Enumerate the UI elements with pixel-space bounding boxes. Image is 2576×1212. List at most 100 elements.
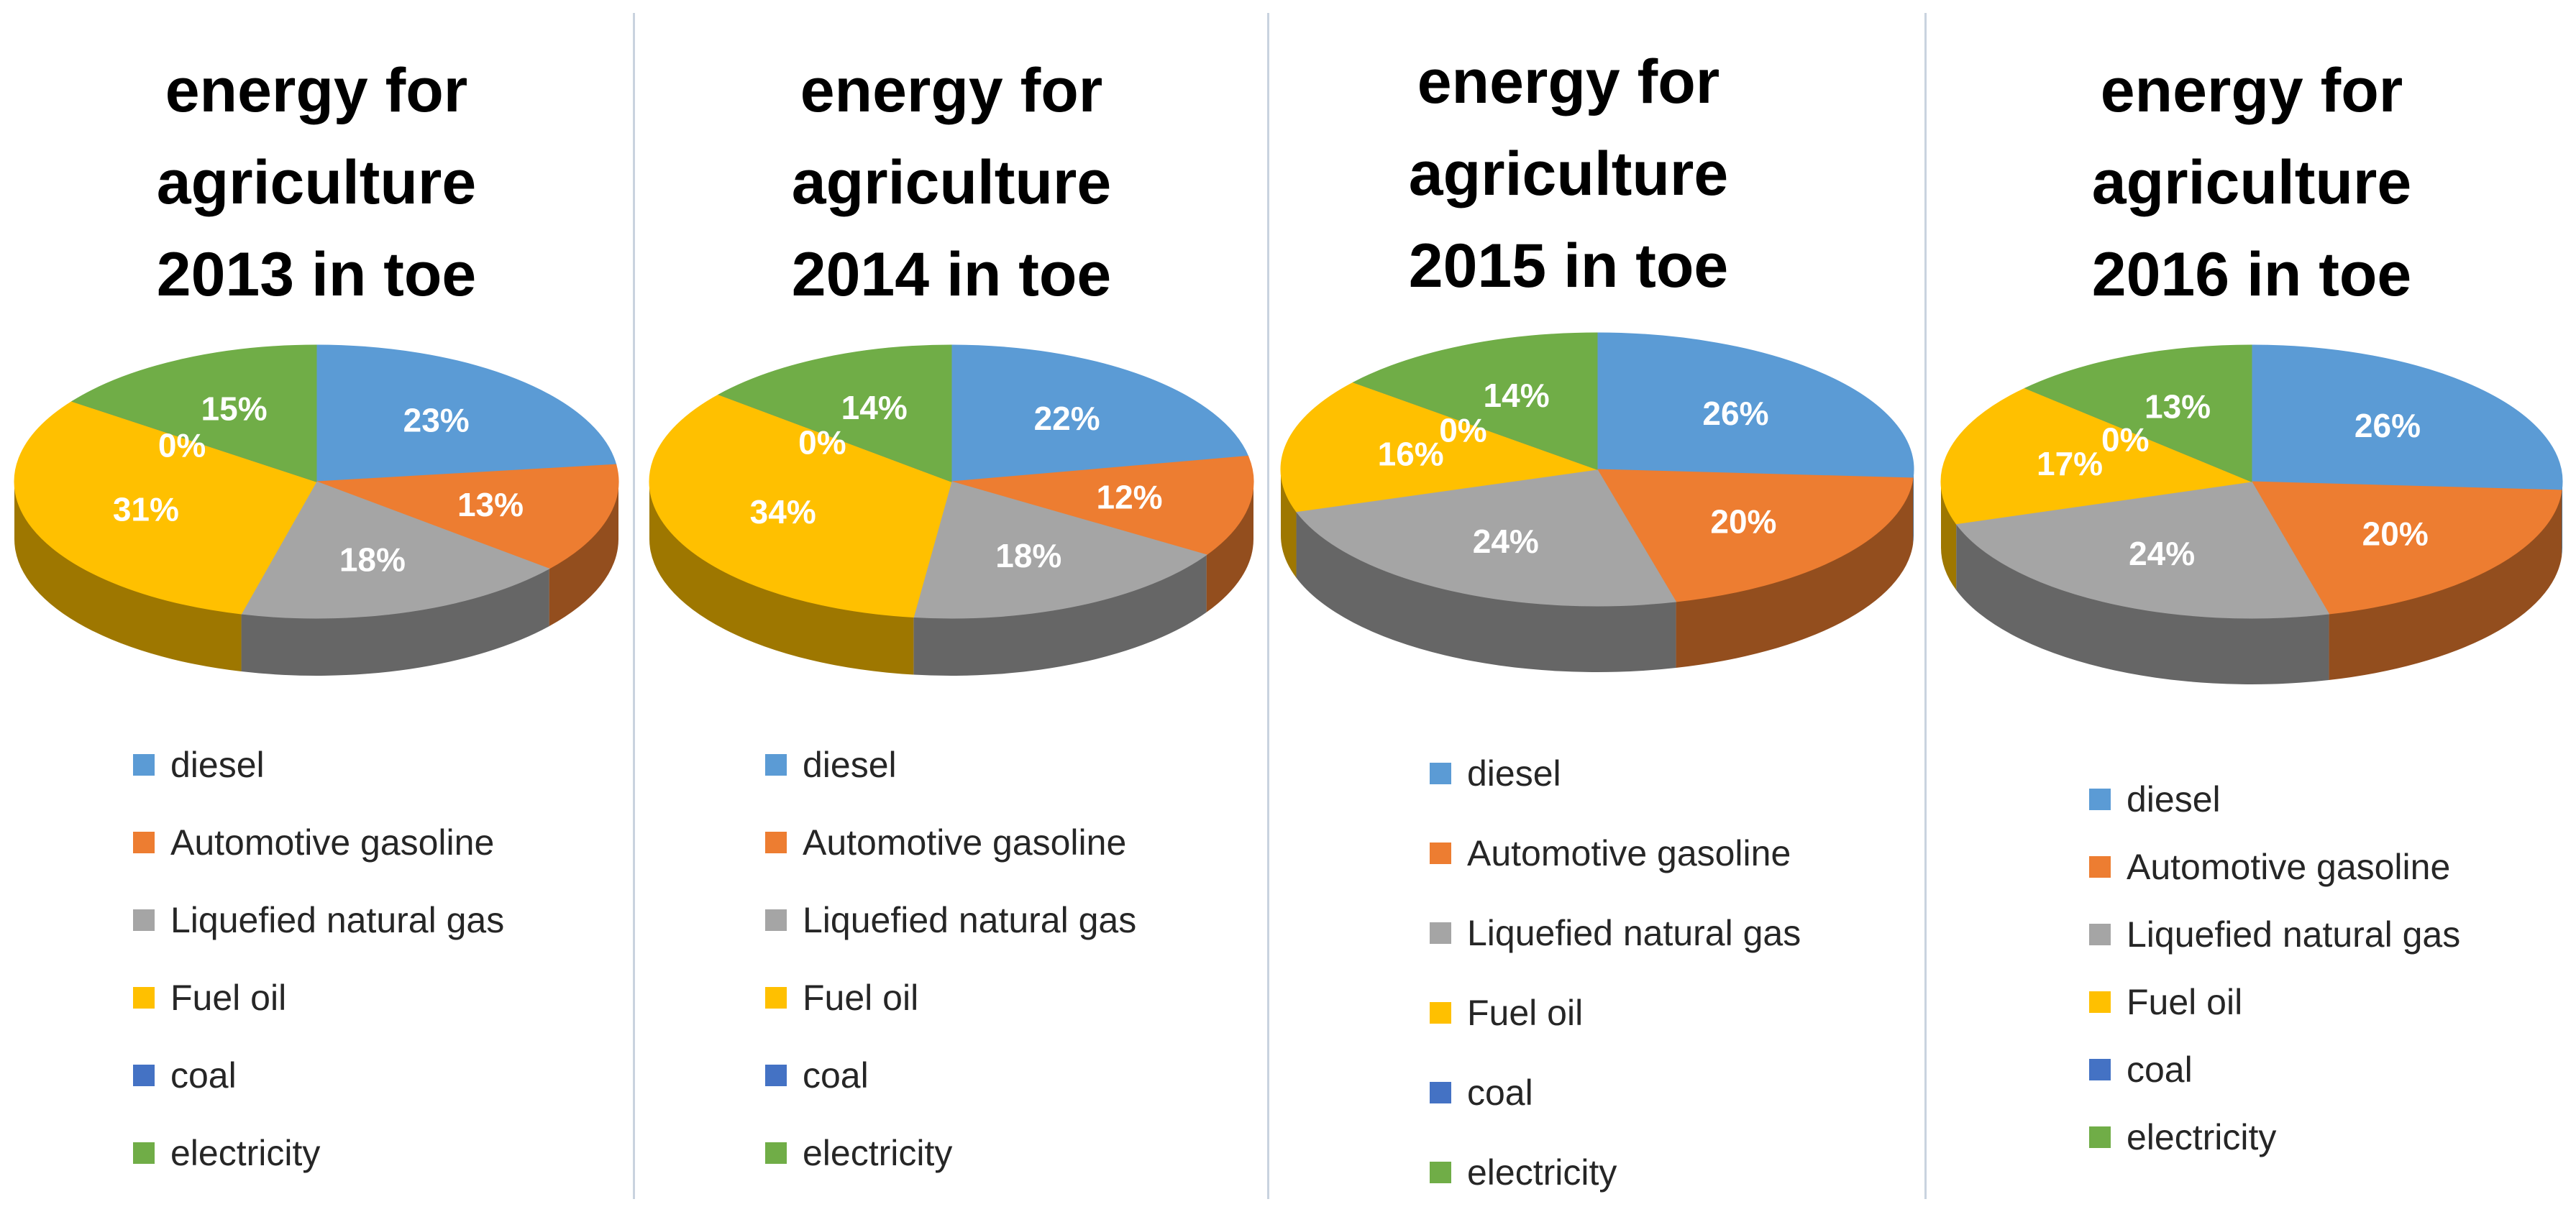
pie-data-labels: 23% 13% 18% 31% 0%15% <box>113 390 524 578</box>
pie-slice-fuel-oil <box>14 400 317 615</box>
legend-item-liquefied-natural-gas: Liquefied natural gas <box>765 881 1136 959</box>
pie-side-automotive-gasoline <box>1676 477 1914 669</box>
legend-swatch <box>1430 1161 1451 1183</box>
chart-title-line: agriculture <box>2091 148 2412 217</box>
chart-title: energy for agriculture 2016 in toe <box>1927 45 2576 321</box>
legend-item-automotive-gasoline: Automotive gasoline <box>2089 833 2460 901</box>
legend-item-automotive-gasoline: Automotive gasoline <box>133 804 504 881</box>
legend-label: coal <box>2127 1050 2193 1090</box>
legend-item-electricity: electricity <box>765 1114 1136 1192</box>
pie-side-automotive-gasoline <box>1206 482 1253 612</box>
pie-slice-automotive-gasoline <box>1597 469 1914 602</box>
chart-title-line: energy for <box>2100 56 2403 125</box>
data-label-diesel: 26% <box>1702 395 1768 432</box>
chart-title-line: agriculture <box>1408 139 1729 208</box>
data-label-fuel-oil: 16% <box>1378 436 1444 473</box>
pie-slice-fuel-oil <box>649 394 952 618</box>
legend-item-electricity: electricity <box>2089 1103 2460 1171</box>
legend-item-diesel: diesel <box>133 726 504 804</box>
chart-title-line: 2013 in toe <box>156 240 477 309</box>
pie-chart-2016: 26% 20% 24% 17%0%13% <box>1940 344 2563 684</box>
legend-item-liquefied-natural-gas: Liquefied natural gas <box>2089 901 2460 968</box>
pie-side-diesel <box>1913 469 1914 544</box>
legend-item-fuel-oil: Fuel oil <box>765 959 1136 1037</box>
legend-label: diesel <box>2127 779 2221 820</box>
pie-slice-electricity <box>2024 344 2252 482</box>
pie-slices <box>649 344 1254 619</box>
data-label-electricity: 14% <box>1484 377 1550 414</box>
legend-swatch <box>1430 1001 1451 1024</box>
data-label-liquefied-natural-gas: 18% <box>339 541 406 578</box>
pie-slice-fuel-oil <box>1940 387 2253 525</box>
legend-label: Fuel oil <box>803 978 919 1018</box>
legend-swatch <box>133 832 155 853</box>
chart-title-line: 2014 in toe <box>791 240 1112 309</box>
legend-swatch <box>133 987 155 1009</box>
pie-slice-diesel <box>951 344 1249 482</box>
pie-side-fuel-oil <box>649 482 914 675</box>
legend-label: Automotive gasoline <box>1467 832 1791 873</box>
pie-side-fuel-oil <box>14 482 242 672</box>
data-label-automotive-gasoline: 20% <box>2362 515 2429 553</box>
legend: diesel Automotive gasoline Liquefied natur… <box>133 726 504 1192</box>
legend-label: Liquefied natural gas <box>170 900 505 940</box>
pie-slice-liquefied-natural-gas <box>240 481 550 619</box>
legend-item-liquefied-natural-gas: Liquefied natural gas <box>1430 893 1801 973</box>
legend-item-diesel: diesel <box>1430 733 1801 813</box>
chart-title-line: 2015 in toe <box>1408 231 1729 300</box>
pie-slice-automotive-gasoline <box>951 455 1254 556</box>
data-label-liquefied-natural-gas: 24% <box>1473 523 1539 560</box>
chart-title-line: agriculture <box>791 148 1112 217</box>
legend-label: electricity <box>1467 1152 1617 1193</box>
chart-title-line: energy for <box>800 56 1103 125</box>
legend-swatch <box>1430 1081 1451 1103</box>
legend-swatch <box>1430 762 1451 784</box>
data-label-diesel: 26% <box>2355 407 2421 444</box>
legend-item-diesel: diesel <box>765 726 1136 804</box>
legend-swatch <box>1430 842 1451 864</box>
legend-label: Automotive gasoline <box>2127 847 2451 887</box>
data-label-coal: 0% <box>798 424 846 462</box>
chart-panel-2013: energy for agriculture 2013 in toe 23% 13… <box>0 0 633 1208</box>
legend-item-coal: coal <box>765 1037 1136 1114</box>
legend-item-fuel-oil: Fuel oil <box>2089 968 2460 1036</box>
legend-swatch <box>765 754 787 776</box>
legend-label: coal <box>170 1055 237 1096</box>
pie-side-liquefied-natural-gas <box>241 569 549 676</box>
legend-label: electricity <box>2127 1117 2277 1157</box>
pie-slice-fuel-oil <box>1280 382 1598 513</box>
data-label-liquefied-natural-gas: 18% <box>995 537 1061 574</box>
legend-label: electricity <box>803 1133 953 1173</box>
legend-swatch <box>2089 924 2111 945</box>
data-label-electricity: 14% <box>841 389 908 426</box>
legend-item-coal: coal <box>1430 1052 1801 1132</box>
legend-swatch <box>133 754 155 776</box>
pie-slice-diesel <box>1597 332 1914 479</box>
legend-item-fuel-oil: Fuel oil <box>133 959 504 1037</box>
legend-item-electricity: electricity <box>1430 1132 1801 1212</box>
pie-slice-liquefied-natural-gas <box>1295 469 1677 607</box>
legend-swatch <box>133 1065 155 1086</box>
legend-swatch <box>765 832 787 853</box>
chart-title: energy for agriculture 2013 in toe <box>0 45 633 321</box>
pie-slice-electricity <box>1352 332 1598 470</box>
legend-swatch <box>2089 856 2111 878</box>
pie-side-automotive-gasoline <box>549 482 618 627</box>
legend-swatch <box>765 1142 787 1164</box>
legend-label: coal <box>1467 1072 1533 1113</box>
panel-divider <box>633 13 635 1199</box>
legend-label: Liquefied natural gas <box>803 900 1137 940</box>
legend-swatch <box>2089 789 2111 810</box>
data-label-coal: 0% <box>1439 412 1486 449</box>
pie-chart-2015: 26% 20% 24% 16%0%14% <box>1280 332 1914 672</box>
pie-chart-2013: 23% 13% 18% 31% 0%15% <box>14 344 619 676</box>
pie-slice-automotive-gasoline <box>2251 481 2562 615</box>
legend: diesel Automotive gasoline Liquefied natur… <box>2089 766 2460 1171</box>
data-label-fuel-oil: 31% <box>113 491 179 528</box>
legend-swatch <box>133 1142 155 1164</box>
legend-swatch <box>1430 922 1451 944</box>
data-label-automotive-gasoline: 12% <box>1096 478 1162 515</box>
pie-slice-diesel <box>316 344 617 482</box>
pie-data-labels: 26% 20% 24% 17%0%13% <box>2037 387 2429 572</box>
chart-title-line: energy for <box>165 56 468 125</box>
